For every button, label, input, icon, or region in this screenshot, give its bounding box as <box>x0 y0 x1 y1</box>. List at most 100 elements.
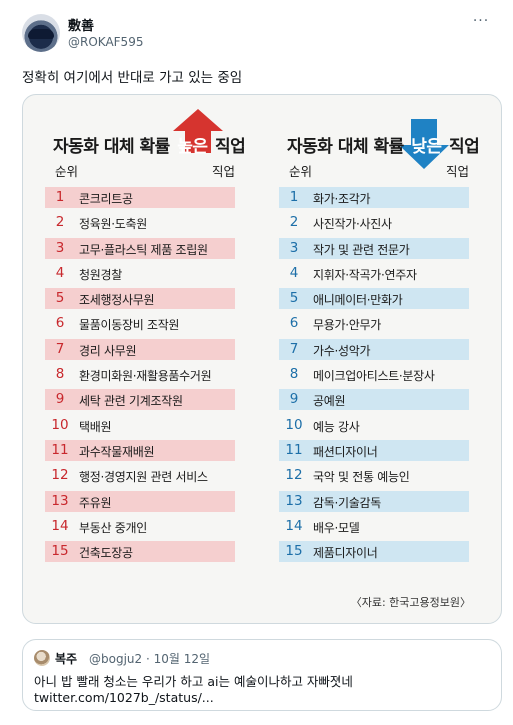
job-title: 행정·경영지원 관련 서비스 <box>79 470 208 485</box>
list-item: 3 고무·플라스틱 제품 조립원 <box>45 236 235 261</box>
list-item: 4 지휘자·작곡가·연주자 <box>279 261 469 286</box>
arrow-up-icon <box>173 109 223 153</box>
author-handle[interactable]: @ROKAF595 <box>68 35 144 49</box>
rank-number: 14 <box>285 517 303 534</box>
rank-number: 14 <box>51 517 69 534</box>
list-item: 14 배우·모델 <box>279 514 469 539</box>
list-item: 13 주유원 <box>45 489 235 514</box>
low-probability-column: 자동화 대체 확률 낮은 직업 순위 직업 1 화가·조각가 2 사진작가·사진사 3 작… <box>279 95 499 623</box>
row-shade <box>279 490 469 512</box>
list-item: 15 건축도장공 <box>45 539 235 564</box>
list-item: 6 무용가·안무가 <box>279 311 469 336</box>
row-shade <box>279 237 469 259</box>
rank-number: 9 <box>55 391 65 408</box>
list-item: 12 행정·경영지원 관련 서비스 <box>45 463 235 488</box>
list-item: 3 작가 및 관련 전문가 <box>279 236 469 261</box>
job-title: 건축도장공 <box>79 546 133 561</box>
rank-number: 4 <box>289 264 299 281</box>
rank-number: 2 <box>289 214 299 231</box>
rank-number: 5 <box>289 290 299 307</box>
list-item: 9 공예원 <box>279 387 469 412</box>
title-highlight-high: 높은 <box>177 137 208 157</box>
job-title: 가수·성악가 <box>313 343 371 358</box>
row-shade <box>45 490 235 512</box>
more-options-icon[interactable]: ··· <box>472 13 490 29</box>
title-highlight-low: 낮은 <box>411 137 442 157</box>
list-item: 9 세탁 관련 기계조작원 <box>45 387 235 412</box>
list-item: 10 택배원 <box>45 413 235 438</box>
list-item: 10 예능 강사 <box>279 413 469 438</box>
job-title: 정육원·도축원 <box>79 217 147 232</box>
column-header: 순위 직업 <box>45 161 235 179</box>
row-shade <box>45 288 235 310</box>
rank-number: 13 <box>285 492 303 509</box>
job-header: 직업 <box>445 164 469 179</box>
rank-header: 순위 <box>289 164 313 179</box>
job-title: 국악 및 전통 예능인 <box>313 470 410 485</box>
job-title: 과수작물재배원 <box>79 444 155 459</box>
quoted-tweet-link[interactable]: twitter.com/1027b_/status/... <box>34 690 214 705</box>
job-title: 환경미화원·재활용품수거원 <box>79 369 212 384</box>
list-item: 15 제품디자이너 <box>279 539 469 564</box>
list-item: 14 부동산 중개인 <box>45 514 235 539</box>
list-item: 2 사진작가·사진사 <box>279 210 469 235</box>
list-item: 11 과수작물재배원 <box>45 438 235 463</box>
title-suffix: 직업 <box>209 137 246 157</box>
rank-number: 6 <box>55 315 65 332</box>
row-shade <box>279 439 469 461</box>
rank-number: 9 <box>289 391 299 408</box>
high-probability-column: 자동화 대체 확률 높은 직업 순위 직업 1 콘크리트공 2 정육원·도축원 3 고무·… <box>45 95 265 623</box>
low-probability-title: 자동화 대체 확률 낮은 직업 <box>287 132 480 157</box>
job-title: 화가·조각가 <box>313 192 371 206</box>
quoted-author-meta: @bogju2 · 10월 12일 <box>89 652 211 666</box>
list-item: 8 메이크업아티스트·분장사 <box>279 362 469 387</box>
rank-number: 7 <box>289 340 299 357</box>
row-shade <box>279 389 469 411</box>
rank-number: 3 <box>289 239 299 256</box>
title-prefix: 자동화 대체 확률 <box>287 137 410 157</box>
list-item: 12 국악 및 전통 예능인 <box>279 463 469 488</box>
job-title: 조세행정사무원 <box>79 293 155 308</box>
tweet-header: 敷善 @ROKAF595 ··· <box>22 14 492 54</box>
author-avatar[interactable] <box>22 14 60 52</box>
list-item: 5 애니메이터·만화가 <box>279 286 469 311</box>
rank-number: 10 <box>285 416 303 433</box>
high-probability-list: 1 콘크리트공 2 정육원·도축원 3 고무·플라스틱 제품 조립원 4 청원경찰 5 조세행정사… <box>45 185 235 564</box>
job-title: 부동산 중개인 <box>79 520 147 535</box>
job-title: 물품이동장비 조작원 <box>79 318 180 333</box>
rank-number: 15 <box>285 543 303 560</box>
row-shade <box>279 288 469 310</box>
job-header: 직업 <box>211 164 235 179</box>
list-item: 11 패션디자이너 <box>279 438 469 463</box>
title-prefix: 자동화 대체 확률 <box>53 137 176 157</box>
job-title: 주유원 <box>79 495 112 510</box>
job-title: 사진작가·사진사 <box>313 217 392 232</box>
job-title: 무용가·안무가 <box>313 318 381 333</box>
job-title: 지휘자·작곡가·연주자 <box>313 267 417 282</box>
list-item: 5 조세행정사무원 <box>45 286 235 311</box>
list-item: 6 물품이동장비 조작원 <box>45 311 235 336</box>
rank-number: 4 <box>55 264 65 281</box>
rank-number: 12 <box>51 467 69 484</box>
rank-number: 1 <box>289 189 299 205</box>
list-item: 4 청원경찰 <box>45 261 235 286</box>
author-display-name[interactable]: 敷善 <box>68 19 95 34</box>
rank-number: 10 <box>51 416 69 433</box>
rank-number: 12 <box>285 467 303 484</box>
rank-number: 1 <box>55 189 65 205</box>
low-probability-list: 1 화가·조각가 2 사진작가·사진사 3 작가 및 관련 전문가 4 지휘자·작곡가·연주자… <box>279 185 469 564</box>
rank-number: 15 <box>51 543 69 560</box>
job-title: 감독·기술감독 <box>313 495 381 510</box>
rank-number: 13 <box>51 492 69 509</box>
rank-number: 5 <box>55 290 65 307</box>
job-title: 콘크리트공 <box>79 192 133 206</box>
job-title: 경리 사무원 <box>79 343 137 358</box>
job-title: 애니메이터·만화가 <box>313 293 403 308</box>
rank-number: 11 <box>51 441 69 458</box>
rank-number: 6 <box>289 315 299 332</box>
source-caption: 〈자료: 한국고용정보원〉 <box>350 596 471 609</box>
job-title: 메이크업아티스트·분장사 <box>313 369 435 384</box>
quoted-tweet[interactable]: 복주 @bogju2 · 10월 12일 아니 밥 빨래 청소는 우리가 하고 … <box>22 639 502 711</box>
job-title: 작가 및 관련 전문가 <box>313 242 410 257</box>
tweet-media-image[interactable]: 자동화 대체 확률 높은 직업 순위 직업 1 콘크리트공 2 정육원·도축원 3 고무·… <box>22 94 502 624</box>
